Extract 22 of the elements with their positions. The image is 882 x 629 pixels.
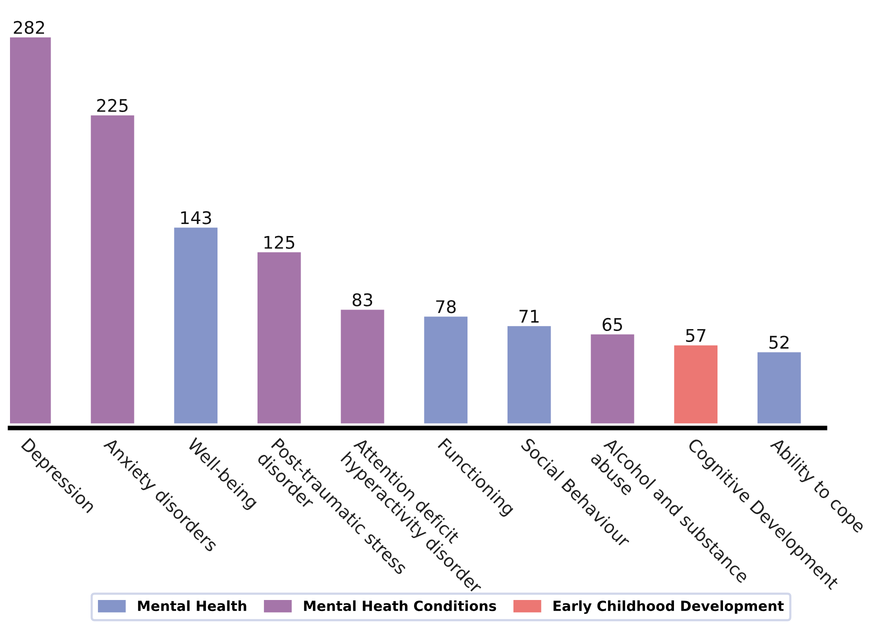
legend-label: Mental Heath Conditions	[304, 600, 496, 612]
data-label: 282	[14, 20, 44, 34]
legend-label: Early Childhood Development	[554, 600, 784, 614]
data-label: 78	[436, 300, 456, 314]
data-label: 71	[520, 310, 539, 323]
data-label: 57	[686, 329, 706, 342]
bar	[340, 310, 384, 424]
bar	[174, 228, 218, 424]
data-label: 143	[181, 211, 212, 224]
data-label: 225	[97, 98, 128, 112]
bar	[674, 345, 718, 424]
data-label: 65	[602, 318, 622, 332]
bar	[590, 334, 634, 424]
bar	[508, 326, 551, 424]
bar	[758, 352, 801, 424]
data-label: 52	[769, 336, 788, 349]
bar	[90, 115, 134, 424]
data-label: 83	[352, 293, 372, 306]
bar	[258, 252, 301, 424]
legend-label: Mental Health	[138, 600, 246, 612]
bar	[424, 316, 468, 424]
data-label: 125	[264, 236, 294, 249]
